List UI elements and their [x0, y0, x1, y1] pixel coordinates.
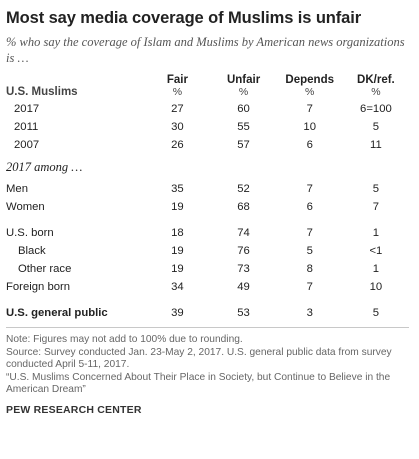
unit-label: %	[305, 86, 315, 98]
row-label: Foreign born	[6, 281, 71, 293]
row-label: Black	[18, 245, 46, 257]
cell-value: 5	[372, 183, 380, 195]
cell-value: 5	[372, 121, 380, 133]
cell-value: 53	[237, 307, 250, 319]
cell-value: 6	[306, 201, 313, 213]
cell-value: 73	[237, 263, 250, 275]
table-row: Women 19 68 6 7	[6, 198, 409, 216]
cell-value: 74	[237, 227, 250, 239]
spacer	[6, 216, 409, 224]
cell-value: 5	[306, 245, 313, 257]
cell-value: 60	[237, 103, 250, 115]
cell-value: 6	[306, 139, 313, 151]
spacer	[6, 296, 409, 304]
cell-value: <1	[369, 245, 383, 257]
cell-value: 8	[306, 263, 313, 275]
unit-row: U.S. Muslims % % % %	[6, 86, 409, 100]
row-label-general-public: U.S. general public	[6, 307, 108, 319]
cell-value: 34	[171, 281, 184, 293]
unit-label: %	[238, 86, 249, 98]
cell-value: 57	[237, 139, 250, 151]
table-row: Other race 19 73 8 1	[6, 260, 409, 278]
row-label: Women	[6, 201, 45, 213]
cell-value: 3	[306, 307, 313, 319]
column-header: Unfair	[226, 74, 261, 86]
table-row: 2007 26 57 6 11	[6, 136, 409, 154]
cell-value: 10	[303, 121, 316, 133]
cell-value: 7	[306, 227, 313, 239]
cell-value: 7	[306, 103, 313, 115]
header-corner	[6, 70, 144, 86]
table-row: Men 35 52 7 5	[6, 180, 409, 198]
cell-value: 55	[237, 121, 250, 133]
cell-value: 5	[372, 307, 380, 319]
table-row: U.S. born 18 74 7 1	[6, 224, 409, 242]
row-label: 2017	[14, 103, 40, 115]
row-label: 2007	[14, 139, 40, 151]
cell-value: 39	[171, 307, 184, 319]
cell-value: 7	[306, 183, 313, 195]
source-text: Source: Survey conducted Jan. 23-May 2, …	[6, 346, 392, 371]
cell-value: 19	[171, 263, 184, 275]
row-label: Men	[6, 183, 28, 195]
unit-label: %	[371, 86, 381, 98]
table-row: Foreign born 34 49 7 10	[6, 278, 409, 296]
cell-value: 68	[237, 201, 250, 213]
row-label-us-muslims: U.S. Muslims	[6, 86, 78, 98]
table-row: Black 19 76 5 <1	[6, 242, 409, 260]
column-header: DK/ref.	[357, 74, 395, 86]
unit-label: %	[172, 86, 183, 98]
cell-value: 10	[369, 281, 383, 293]
cell-value: 1	[372, 263, 380, 275]
column-header: Fair	[166, 74, 188, 86]
row-label: U.S. born	[6, 227, 54, 239]
cell-value: 35	[171, 183, 184, 195]
cell-value: 76	[237, 245, 250, 257]
cell-value: 7	[306, 281, 313, 293]
table-row: U.S. general public 39 53 3 5	[6, 304, 409, 322]
cell-value: 27	[171, 103, 184, 115]
chart-title: Most say media coverage of Muslims is un…	[6, 9, 362, 27]
table-row: 2011 30 55 10 5	[6, 118, 409, 136]
notes-block: Note: Figures may not add to 100% due to…	[6, 327, 409, 397]
cell-value: 1	[372, 227, 380, 239]
row-label: Other race	[18, 263, 72, 275]
data-table: Fair Unfair Depends DK/ref. U.S. Muslims…	[6, 70, 409, 322]
report-title-text: “U.S. Muslims Concerned About Their Plac…	[6, 371, 391, 396]
cell-value: 26	[171, 139, 184, 151]
cell-value: 6=100	[360, 103, 392, 115]
section-row: 2017 among …	[6, 158, 409, 176]
brand-logo-text: PEW RESEARCH CENTER	[6, 403, 142, 416]
cell-value: 49	[237, 281, 250, 293]
cell-value: 18	[171, 227, 184, 239]
section-label: 2017 among …	[6, 159, 83, 174]
note-text: Note: Figures may not add to 100% due to…	[6, 334, 243, 345]
cell-value: 7	[372, 201, 380, 213]
chart-subtitle: % who say the coverage of Islam and Musl…	[6, 35, 405, 65]
cell-value: 52	[237, 183, 250, 195]
cell-value: 11	[370, 139, 382, 151]
table-row: 2017 27 60 7 6=100	[6, 100, 409, 118]
cell-value: 19	[171, 201, 184, 213]
row-label: 2011	[14, 121, 39, 133]
cell-value: 30	[171, 121, 184, 133]
cell-value: 19	[171, 245, 184, 257]
header-row: Fair Unfair Depends DK/ref.	[6, 70, 409, 86]
column-header: Depends	[285, 74, 334, 86]
